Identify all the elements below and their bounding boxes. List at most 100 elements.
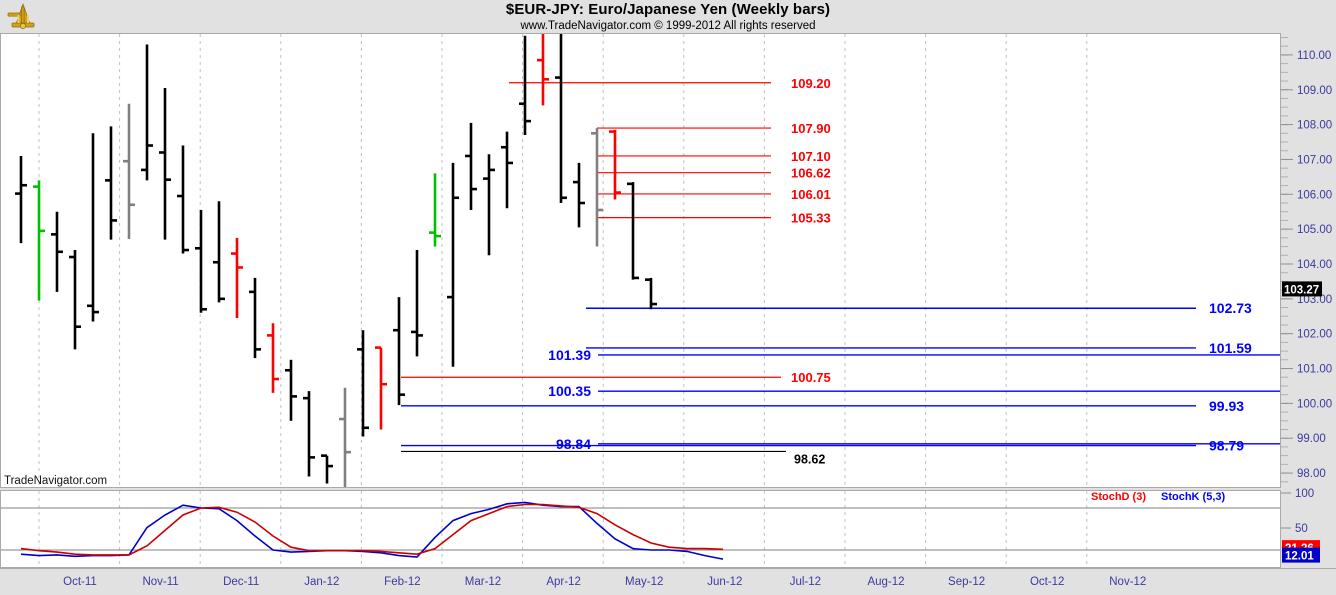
date-axis: Oct-11 Nov-11 Dec-11 Jan-12 Feb-12 Mar-12 Apr-… [0, 568, 1336, 595]
stoch-k-badge [1282, 547, 1320, 563]
ohlc-bar [483, 154, 495, 256]
stoch-axis-label: 100 [1295, 488, 1314, 500]
stoch-k-legend: StochK (5,3) [1161, 491, 1226, 503]
ohlc-bar [375, 346, 387, 430]
axis-label: 108.00 [1297, 120, 1332, 132]
axis-label: 102.00 [1297, 329, 1332, 341]
stochastic-plot: StochD (3) StochK (5,3) [1, 491, 1280, 567]
ohlc-bar [105, 126, 117, 240]
support-label: 98.84 [556, 436, 591, 452]
resistance-label: 109.20 [791, 76, 831, 91]
ohlc-bar [555, 34, 567, 204]
ohlc-bar [249, 277, 261, 359]
ohlc-bar [195, 209, 207, 313]
date-label: Jan-12 [304, 576, 339, 588]
page-title: $EUR-JPY: Euro/Japanese Yen (Weekly bars… [505, 1, 831, 18]
date-label: Oct-11 [63, 576, 97, 588]
date-label: Nov-11 [142, 576, 178, 588]
ohlc-bar [267, 323, 279, 393]
support-label: 101.39 [548, 347, 591, 363]
support-label: 99.93 [1209, 398, 1244, 414]
support-label: 98.79 [1209, 438, 1244, 454]
ohlc-bar [645, 277, 657, 310]
ohlc-bar [231, 237, 243, 318]
axis-label: 101.00 [1297, 364, 1332, 376]
support-label: 100.35 [548, 383, 591, 399]
ohlc-bar [429, 173, 441, 247]
date-label: May-12 [625, 576, 663, 588]
ohlc-bar [87, 133, 99, 322]
date-label: Apr-12 [546, 576, 581, 588]
date-label: Oct-12 [1030, 576, 1065, 588]
ohlc-bar [33, 180, 45, 301]
stoch-d-legend: StochD (3) [1091, 491, 1146, 503]
ohlc-bar [609, 129, 621, 200]
ohlc-bar [321, 454, 333, 484]
axis-label: 103.00 [1297, 294, 1332, 306]
price-axis-scale: 110.00 109.00 108.00 107.00 106.00 105.00 104.… [1281, 36, 1332, 563]
stochastic-series [20, 501, 724, 560]
ohlc-bar [627, 182, 639, 280]
date-label: Jul-12 [790, 576, 821, 588]
reference-label: 98.62 [794, 452, 825, 466]
ohlc-bar [573, 162, 585, 228]
watermark: TradeNavigator.com [4, 475, 108, 487]
date-label: Aug-12 [867, 576, 904, 588]
axis-label: 98.00 [1297, 468, 1326, 480]
price-plot: 109.20 107.90 107.10 106.62 106.01 105.33 100.… [15, 34, 1280, 487]
resistance-label: 106.01 [791, 187, 831, 202]
price-pane[interactable]: 109.20 107.90 107.10 106.62 106.01 105.33 100.… [0, 33, 1281, 488]
date-label: Dec-11 [223, 576, 259, 588]
axis-label: 99.00 [1297, 433, 1326, 445]
ohlc-bar [357, 330, 369, 437]
ohlc-bar [15, 155, 27, 244]
axis-label: 105.00 [1297, 224, 1332, 236]
price-axis[interactable]: 110.00 109.00 108.00 107.00 106.00 105.00 104.… [1281, 33, 1336, 568]
resistance-label: 105.33 [791, 211, 831, 226]
support-label: 102.73 [1209, 300, 1252, 316]
stochastic-series [20, 503, 724, 556]
support-label: 101.59 [1209, 340, 1252, 356]
date-label: Mar-12 [465, 576, 501, 588]
ohlc-bar [177, 145, 189, 254]
ohlc-bar [519, 35, 531, 136]
date-label: Feb-12 [384, 576, 420, 588]
stochastic-pane[interactable]: StochD (3) StochK (5,3) [0, 490, 1281, 568]
resistance-label: 100.75 [791, 370, 831, 385]
ohlc-bar [285, 359, 297, 421]
ohlc-bar [303, 391, 315, 477]
last-price-badge-text: 103.27 [1284, 284, 1319, 296]
ohlc-bar [393, 297, 405, 406]
copyright-subtitle: www.TradeNavigator.com © 1999-2012 All r… [520, 20, 816, 32]
axis-label: 109.00 [1297, 85, 1332, 97]
ohlc-bar [411, 250, 423, 357]
resistance-label: 107.10 [791, 149, 831, 164]
ohlc-bar [537, 34, 549, 106]
axis-label: 106.00 [1297, 189, 1332, 201]
ohlc-bar [159, 88, 171, 240]
axis-label: 107.00 [1297, 154, 1332, 166]
ohlc-bar [51, 211, 63, 292]
date-label: Jun-12 [707, 576, 742, 588]
axis-label: 100.00 [1297, 398, 1332, 410]
stoch-axis-label: 50 [1295, 523, 1308, 535]
ohlc-bar [69, 250, 81, 350]
ohlc-bar [465, 122, 477, 210]
stoch-k-badge-text: 12.01 [1285, 551, 1314, 563]
last-price-badge [1282, 281, 1322, 297]
resistance-label: 106.62 [791, 166, 831, 181]
ohlc-bar [591, 128, 603, 247]
ohlc-bar [123, 103, 135, 239]
ohlc-bar [339, 387, 351, 487]
sextant-logo-icon [7, 2, 35, 29]
ohlc-bar [213, 201, 225, 303]
axis-label: 104.00 [1297, 259, 1332, 271]
ohlc-bar [447, 162, 459, 367]
ohlc-bar [501, 131, 513, 209]
ohlc-bar [141, 44, 153, 181]
resistance-label: 107.90 [791, 121, 831, 136]
chart-header: $EUR-JPY: Euro/Japanese Yen (Weekly bars… [0, 0, 1336, 33]
date-label: Sep-12 [948, 576, 985, 588]
axis-label: 110.00 [1297, 50, 1331, 62]
